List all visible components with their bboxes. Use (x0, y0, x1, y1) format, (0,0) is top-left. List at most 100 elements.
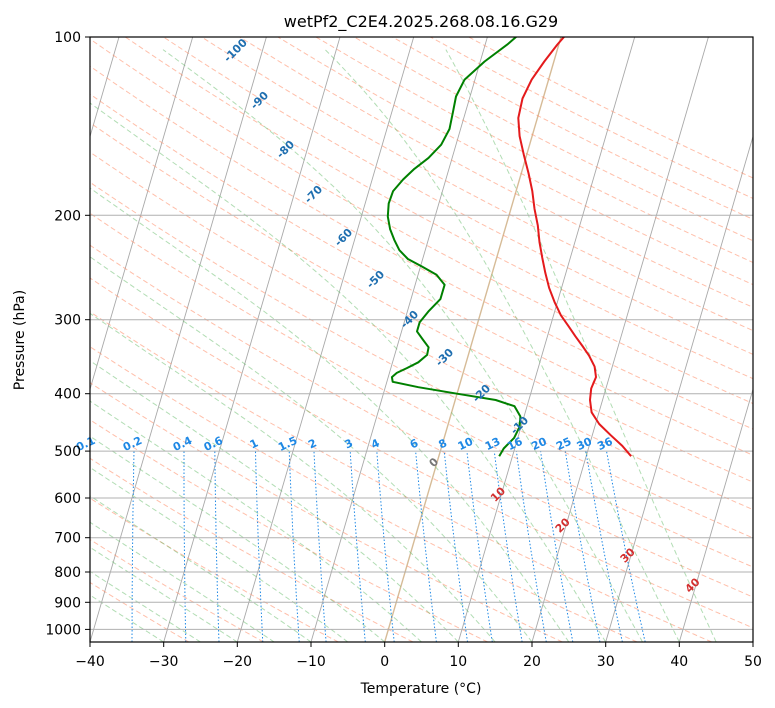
y-tick-label: 800 (54, 565, 81, 581)
dry-adiabat-line (90, 538, 264, 642)
dry-adiabat-line (90, 65, 753, 430)
moist-adiabat-line (90, 312, 496, 642)
x-axis-ticks: −40 −30 −20 −10 0 10 20 30 40 50 (75, 642, 762, 670)
mixing-ratio-line (288, 451, 300, 642)
isotherm-line (678, 387, 753, 642)
isotherm-line (310, 37, 488, 642)
x-tick-label: 0 (380, 654, 389, 670)
y-tick-label: 400 (54, 387, 81, 403)
isotherm-line (457, 37, 636, 642)
mixing-ratio-line (606, 451, 646, 642)
temperature-line (517, 37, 632, 457)
mixing-ratio-line (255, 451, 264, 642)
mixing-ratio-label: 20 (529, 435, 549, 453)
mixing-ratio-label: 36 (595, 435, 615, 453)
isotherm-label: 10 (488, 484, 508, 504)
moist-adiabat-line (162, 49, 643, 642)
y-axis-ticks: 100 200 300 400 500 600 700 800 900 1000 (45, 30, 90, 638)
chart-title: wetPf2_C2E4.2025.268.08.16.G29 (284, 12, 558, 32)
isotherm-line (163, 37, 341, 642)
y-tick-label: 700 (54, 531, 81, 547)
mixing-ratio-label: 2 (306, 436, 318, 451)
dry-adiabat-line (163, 37, 753, 355)
dry-adiabat-line (90, 419, 488, 642)
dry-adiabat-line (90, 93, 753, 456)
dewpoint-iso-label: -20 (470, 382, 493, 405)
plot-frame (89, 36, 754, 643)
x-tick-label: 20 (523, 654, 541, 670)
isotherm-line (384, 37, 562, 642)
dewpoint-line (386, 37, 522, 457)
moist-adiabat-line (90, 187, 570, 642)
dry-adiabat-line (201, 37, 753, 332)
moist-adiabat-line (90, 435, 386, 642)
isotherm-line (90, 37, 194, 391)
y-tick-label: 200 (54, 208, 81, 224)
dry-adiabat-line (239, 37, 753, 308)
mixing-ratio-line (131, 451, 135, 642)
mixing-ratio-label: 30 (575, 435, 595, 453)
dewpoint-iso-label: -70 (302, 183, 325, 206)
y-tick-label: 300 (54, 313, 81, 329)
x-tick-label: −30 (149, 654, 179, 670)
dry-adiabat-line (90, 122, 753, 483)
mixing-ratio-line (466, 451, 493, 642)
x-tick-label: 50 (744, 654, 762, 670)
moist-adiabat-line (90, 256, 533, 642)
y-tick-label: 500 (54, 444, 81, 460)
mixing-ratio-label: 4 (369, 436, 382, 451)
mixing-ratio-line (540, 451, 574, 642)
mixing-ratio-line (585, 451, 623, 642)
profile-lines (386, 37, 632, 457)
mixing-ratio-line (515, 451, 547, 642)
y-tick-label: 1000 (45, 622, 81, 638)
dewpoint-iso-label: -30 (433, 346, 456, 369)
mixing-ratio-label: 16 (505, 435, 525, 453)
moist-adiabat-line (90, 466, 349, 642)
mixing-ratio-label: 1 (248, 436, 260, 451)
x-tick-label: −40 (75, 654, 105, 670)
dry-adiabat-line (90, 581, 190, 642)
x-tick-label: 40 (670, 654, 688, 670)
dry-adiabat-line (277, 37, 753, 286)
mixing-ratio-label: 25 (554, 435, 573, 453)
mixing-ratio-line (349, 451, 366, 642)
dry-adiabat-line (430, 37, 753, 199)
moist-adiabat-line (90, 546, 238, 642)
dry-adiabat-line (90, 346, 638, 642)
mixing-ratio-line (82, 451, 87, 642)
mixing-ratio-line (415, 451, 437, 642)
mixing-ratio-line (313, 451, 327, 642)
x-tick-label: −10 (296, 654, 326, 670)
mixing-ratio-line (183, 451, 187, 642)
mixing-ratio-line (493, 451, 523, 642)
dewpoint-iso-label: -10 (508, 414, 531, 437)
mixing-ratio-line (443, 451, 468, 642)
dewpoint-iso-label: -90 (248, 89, 271, 112)
dry-adiabat-line (90, 311, 712, 642)
y-tick-label: 100 (54, 30, 81, 46)
dry-adiabat-line (90, 38, 753, 405)
mixing-ratio-label: 13 (483, 435, 502, 453)
dry-adiabat-line (90, 382, 563, 642)
isotherm-line (752, 640, 753, 642)
mixing-ratio-label: 10 (456, 435, 476, 453)
isotherm-line (531, 37, 709, 642)
moist-adiabat-line (90, 102, 607, 642)
moist-adiabat-line (90, 360, 459, 642)
dry-adiabat-line (90, 244, 753, 598)
y-tick-label: 900 (54, 595, 81, 611)
dry-adiabat-line (90, 277, 753, 629)
isotherm-label: 30 (618, 545, 638, 565)
moist-adiabat-line (90, 570, 201, 642)
moist-adiabat-line (90, 521, 275, 642)
x-tick-label: 30 (597, 654, 615, 670)
moist-adiabat-line (90, 495, 312, 642)
dewpoint-iso-label: -60 (332, 226, 355, 249)
y-tick-label: 600 (54, 491, 81, 507)
x-axis-label: Temperature (°C) (360, 681, 482, 697)
dry-adiabat-line (90, 212, 753, 568)
moist-adiabat-line (324, 49, 680, 642)
isotherm-line (236, 37, 415, 642)
